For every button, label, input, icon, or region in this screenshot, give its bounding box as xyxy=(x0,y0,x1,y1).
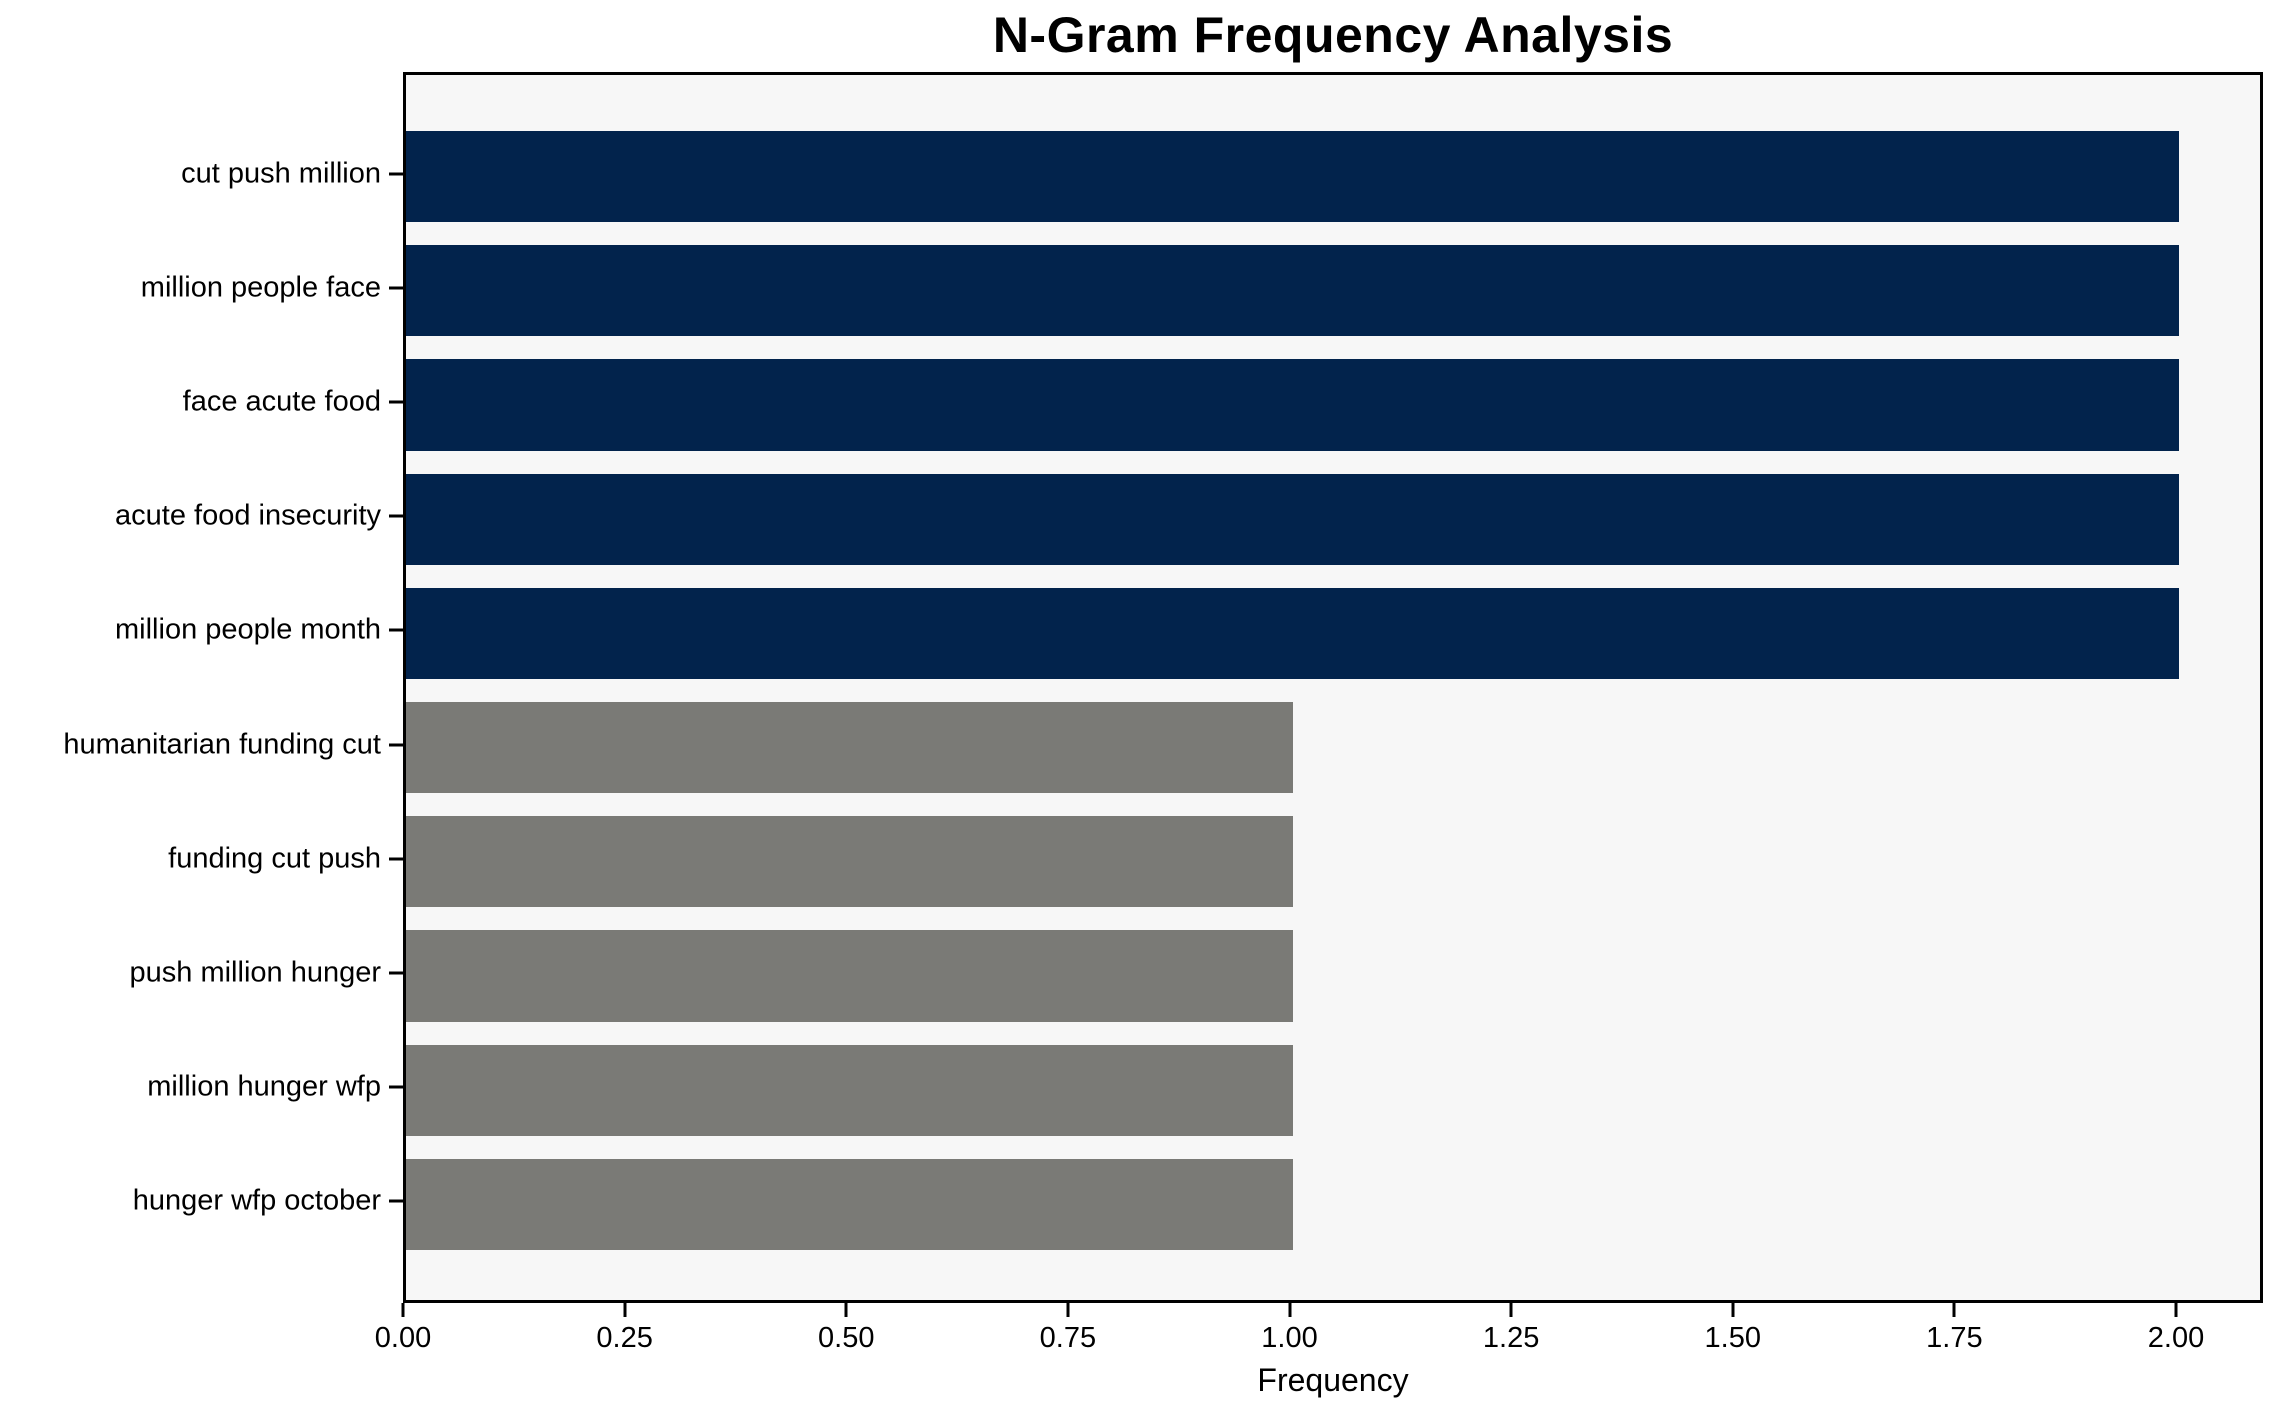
x-tick-mark xyxy=(1731,1303,1735,1317)
x-axis-tick-label: 0.50 xyxy=(818,1322,875,1354)
y-tick-mark xyxy=(389,172,403,176)
plot-area xyxy=(403,72,2263,1303)
y-axis-tick-label: million hunger wfp xyxy=(147,1070,381,1103)
x-axis-tick-label: 1.75 xyxy=(1926,1322,1983,1354)
x-tick-mark xyxy=(401,1303,405,1317)
y-axis-tick-label: face acute food xyxy=(182,385,381,418)
x-axis-tick-label: 0.75 xyxy=(1039,1322,1097,1354)
y-tick-mark xyxy=(389,400,403,404)
bar xyxy=(406,1158,1293,1251)
bar xyxy=(406,130,2179,223)
x-axis-tick-label: 0.25 xyxy=(596,1322,653,1354)
x-axis-tick-label: 1.25 xyxy=(1482,1322,1540,1354)
bar xyxy=(406,930,1293,1022)
y-tick-mark xyxy=(389,743,403,747)
x-tick-mark xyxy=(1952,1303,1956,1317)
bar xyxy=(406,473,2179,565)
y-axis-tick-label: hunger wfp october xyxy=(132,1184,381,1217)
y-axis-tick-label: million people face xyxy=(140,271,381,304)
x-axis-tick-label: 2.00 xyxy=(2147,1322,2205,1354)
y-tick-mark xyxy=(389,628,403,632)
bar xyxy=(406,816,1293,908)
x-tick-mark xyxy=(2174,1303,2178,1317)
y-axis-tick-label: funding cut push xyxy=(168,842,381,875)
y-tick-mark xyxy=(389,971,403,975)
y-tick-mark xyxy=(389,1085,403,1089)
x-axis-label: Frequency xyxy=(1257,1362,1409,1398)
bar xyxy=(406,359,2179,451)
y-tick-mark xyxy=(389,857,403,861)
y-axis-tick-label: cut push million xyxy=(181,157,381,190)
x-axis-tick-label: 1.50 xyxy=(1704,1322,1761,1354)
bar xyxy=(406,587,2179,680)
y-tick-mark xyxy=(389,286,403,290)
y-axis-tick-label: push million hunger xyxy=(129,956,381,989)
y-tick-mark xyxy=(389,1199,403,1203)
x-tick-mark xyxy=(1509,1303,1513,1317)
bar xyxy=(406,245,2179,337)
y-axis-tick-label: million people month xyxy=(115,613,381,646)
bar xyxy=(406,701,1293,794)
y-axis-tick-label: acute food insecurity xyxy=(115,499,381,532)
x-tick-mark xyxy=(1288,1303,1291,1317)
chart-title: N-Gram Frequency Analysis xyxy=(992,7,1674,63)
y-tick-mark xyxy=(389,514,403,518)
x-tick-mark xyxy=(1066,1303,1070,1317)
x-axis-tick-label: 1.00 xyxy=(1261,1322,1318,1354)
x-tick-mark xyxy=(844,1303,848,1317)
x-tick-mark xyxy=(623,1303,627,1317)
bar xyxy=(406,1044,1293,1136)
x-axis-tick-label: 0.00 xyxy=(374,1322,432,1354)
y-axis-tick-label: humanitarian funding cut xyxy=(63,728,381,761)
